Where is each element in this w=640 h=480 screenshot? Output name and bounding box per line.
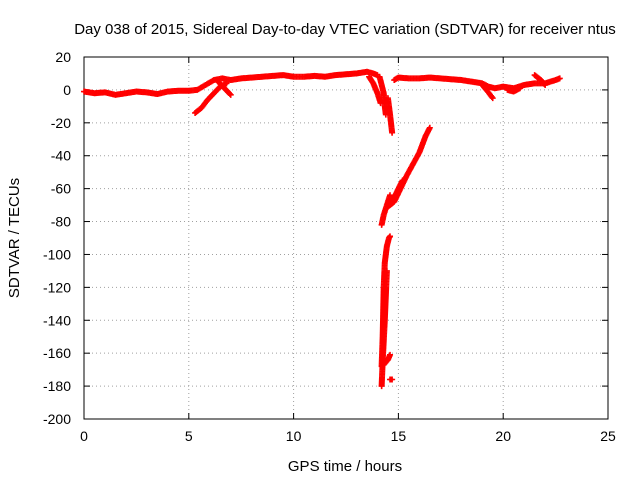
y-tick-label: -40 bbox=[51, 148, 71, 164]
data-point bbox=[556, 75, 563, 82]
x-tick-label: 25 bbox=[600, 428, 616, 444]
y-tick-label: -140 bbox=[43, 312, 71, 328]
x-tick-label: 10 bbox=[286, 428, 302, 444]
data-point bbox=[387, 192, 394, 199]
data-point bbox=[227, 91, 234, 98]
chart-title: Day 038 of 2015, Sidereal Day-to-day VTE… bbox=[74, 21, 616, 38]
data-point bbox=[389, 376, 396, 383]
y-tick-label: -180 bbox=[43, 378, 71, 394]
plot-frame bbox=[83, 56, 609, 420]
y-axis-title: SDTVAR / TECUs bbox=[6, 178, 23, 298]
data-points bbox=[81, 68, 563, 390]
data-point bbox=[226, 90, 233, 97]
x-tick-label: 15 bbox=[391, 428, 407, 444]
data-point bbox=[387, 351, 394, 358]
data-point bbox=[383, 267, 390, 274]
x-axis-title: GPS time / hours bbox=[288, 458, 402, 475]
data-point bbox=[223, 80, 230, 87]
y-tick-label: -20 bbox=[51, 115, 71, 131]
y-tick-label: -200 bbox=[43, 411, 71, 427]
y-tick-label: -80 bbox=[51, 214, 71, 230]
y-tick-label: 0 bbox=[63, 82, 71, 98]
y-tick-label: 20 bbox=[55, 49, 71, 65]
x-axis: 0 5 10 15 20 25 bbox=[80, 57, 616, 444]
data-point bbox=[399, 177, 406, 184]
y-tick-label: -100 bbox=[43, 246, 71, 262]
x-tick-label: 5 bbox=[185, 428, 193, 444]
data-point bbox=[489, 95, 496, 102]
y-tick-label: -160 bbox=[43, 345, 71, 361]
y-tick-label: -120 bbox=[43, 279, 71, 295]
x-tick-label: 20 bbox=[495, 428, 511, 444]
y-tick-label: -60 bbox=[51, 181, 71, 197]
data-point bbox=[387, 233, 394, 240]
data-point bbox=[426, 124, 433, 131]
data-point bbox=[389, 129, 396, 136]
data-point bbox=[488, 93, 495, 100]
grid-lines bbox=[84, 57, 608, 419]
data-point bbox=[516, 85, 523, 92]
data-point bbox=[541, 80, 548, 87]
x-tick-label: 0 bbox=[80, 428, 88, 444]
data-point bbox=[542, 81, 549, 88]
